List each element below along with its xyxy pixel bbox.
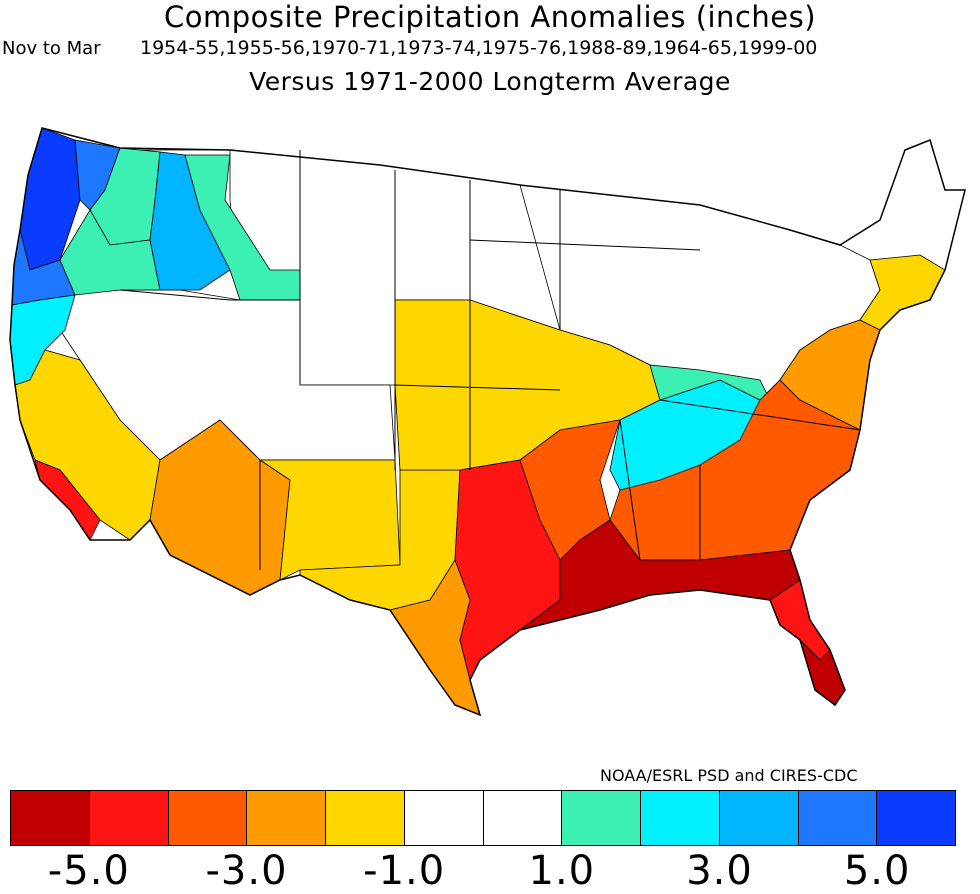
legend-swatch bbox=[483, 791, 563, 845]
legend-swatch bbox=[168, 791, 248, 845]
legend-swatch bbox=[641, 791, 720, 845]
period-label: Nov to Mar bbox=[2, 38, 101, 59]
legend-swatch bbox=[326, 791, 405, 845]
legend-swatch bbox=[89, 791, 169, 845]
legend-swatch bbox=[11, 791, 90, 845]
legend-tick-label: -1.0 bbox=[363, 848, 446, 894]
map-title: Composite Precipitation Anomalies (inche… bbox=[163, 0, 817, 34]
us-anomaly-map bbox=[9, 127, 966, 717]
legend-swatch bbox=[247, 791, 326, 845]
legend-tick-label: -5.0 bbox=[47, 848, 130, 894]
legend-swatch bbox=[798, 791, 878, 845]
credit-label: NOAA/ESRL PSD and CIRES-CDC bbox=[600, 766, 858, 785]
state-boundaries bbox=[119, 150, 861, 570]
legend-swatch bbox=[404, 791, 484, 845]
region-ohio-valley bbox=[649, 364, 771, 401]
legend-tick-label: 3.0 bbox=[686, 848, 753, 894]
map-subtitle: Versus 1971-2000 Longterm Average bbox=[249, 67, 731, 96]
color-legend bbox=[10, 790, 956, 846]
legend-swatch bbox=[562, 791, 641, 845]
legend-tick-label: 1.0 bbox=[528, 848, 596, 894]
legend-tick-label: 5.0 bbox=[843, 848, 911, 894]
legend-swatch bbox=[877, 791, 955, 845]
legend-swatch bbox=[719, 791, 799, 845]
us-outline bbox=[9, 127, 966, 717]
seasons-label: 1954-55,1955-56,1970-71,1973-74,1975-76,… bbox=[140, 37, 818, 59]
legend-tick-label: -3.0 bbox=[205, 848, 288, 894]
